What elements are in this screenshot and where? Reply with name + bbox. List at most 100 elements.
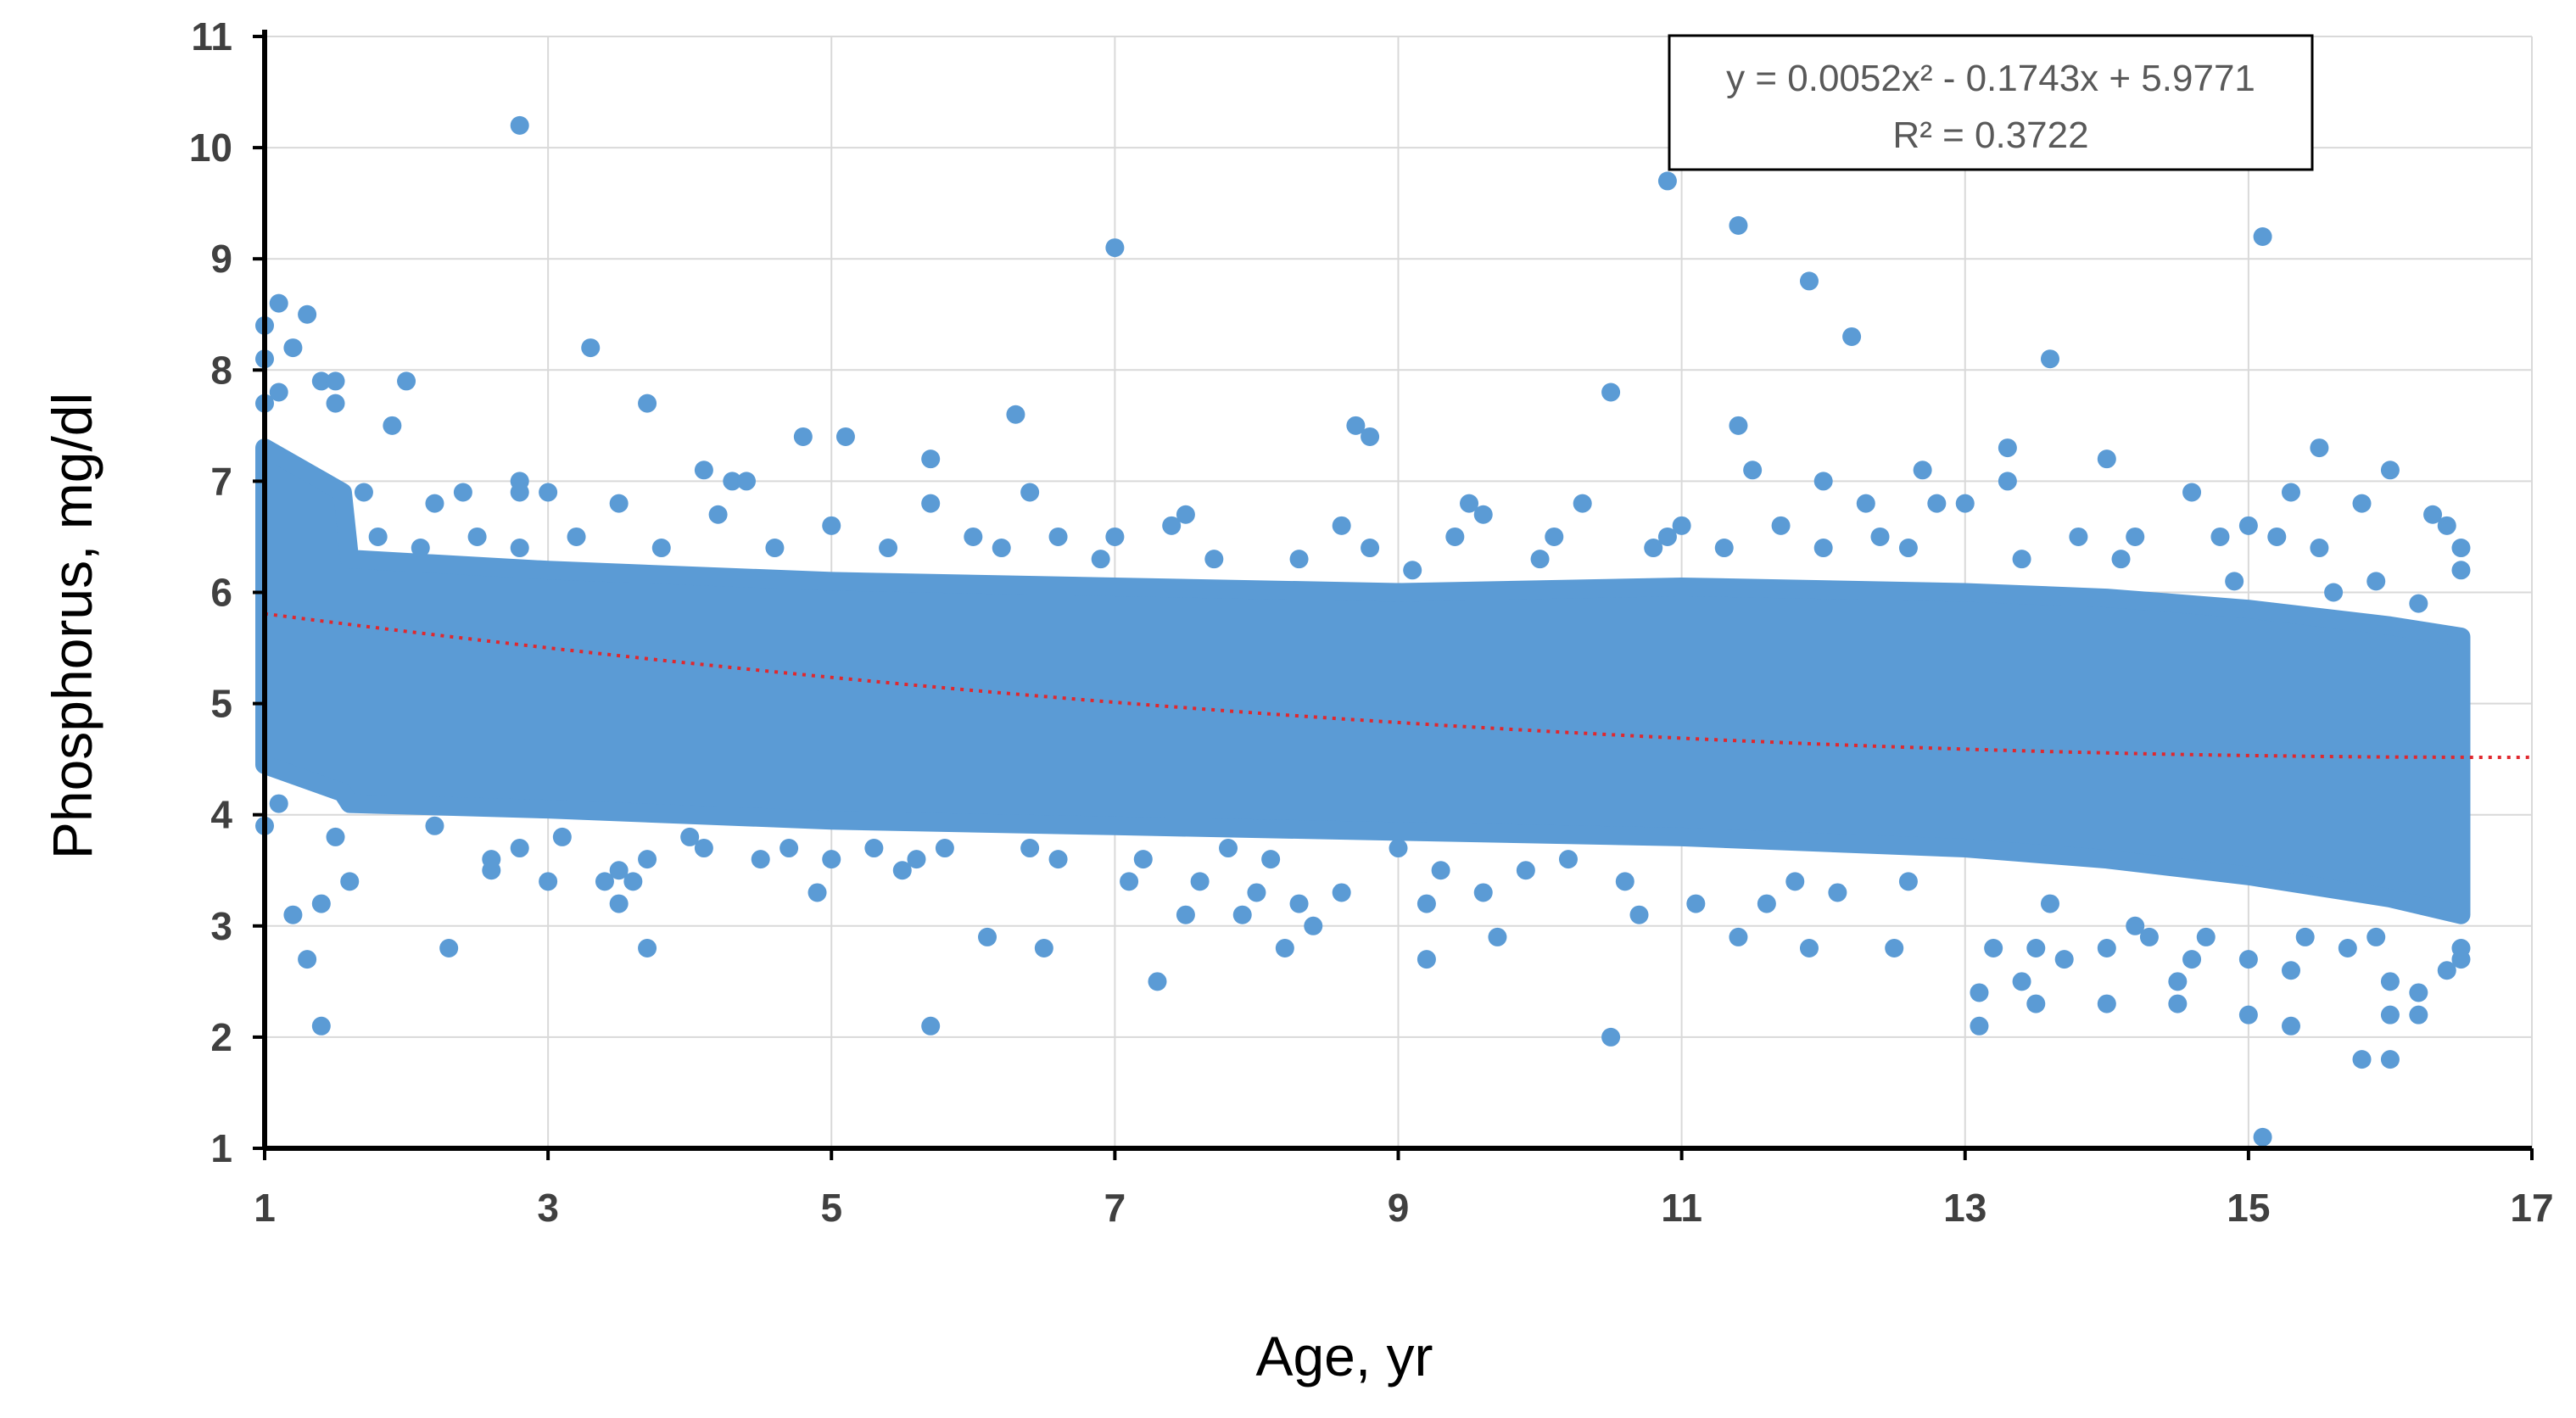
- data-point: [1304, 916, 1323, 935]
- data-point: [864, 839, 884, 858]
- data-point: [1361, 427, 1380, 446]
- data-point: [921, 494, 941, 513]
- data-point: [2409, 594, 2428, 613]
- y-tick-label: 10: [189, 126, 232, 170]
- data-point: [1970, 983, 1989, 1002]
- data-point: [1516, 861, 1535, 880]
- data-point: [2409, 1005, 2428, 1024]
- y-tick-label: 11: [191, 14, 232, 59]
- data-point: [1148, 972, 1167, 991]
- data-point: [2267, 527, 2287, 546]
- data-point: [1275, 939, 1294, 958]
- data-point: [2210, 527, 2230, 546]
- dense-point-cloud: [255, 438, 2471, 924]
- y-tick-label: 1: [210, 1126, 232, 1170]
- data-point: [1261, 850, 1281, 869]
- data-point: [1927, 494, 1947, 513]
- r-squared-value: R² = 0.3722: [1892, 114, 2088, 156]
- data-point: [2253, 1127, 2272, 1147]
- data-point: [2380, 1050, 2400, 1069]
- data-point: [2182, 483, 2202, 502]
- x-tick-label: 5: [820, 1186, 842, 1230]
- data-point: [1289, 550, 1309, 569]
- data-point: [1133, 850, 1153, 869]
- data-point: [425, 816, 444, 835]
- data-point: [397, 371, 416, 391]
- data-point: [879, 539, 898, 558]
- data-point: [1034, 939, 1053, 958]
- data-point: [2324, 583, 2344, 602]
- data-point: [1530, 550, 1550, 569]
- data-point: [1799, 271, 1819, 291]
- data-point: [780, 839, 799, 858]
- data-point: [1615, 872, 1634, 891]
- data-point: [1657, 527, 1677, 546]
- data-point: [1558, 850, 1578, 869]
- data-point: [326, 394, 345, 413]
- data-point: [1913, 461, 1932, 480]
- data-point: [1006, 405, 1025, 424]
- trendline-equation: y = 0.0052x² - 0.1743x + 5.9771: [1726, 58, 2255, 99]
- data-point: [2437, 961, 2456, 980]
- data-point: [595, 872, 614, 891]
- data-point: [2168, 972, 2188, 991]
- data-point: [1162, 516, 1182, 535]
- data-point: [1984, 939, 2003, 958]
- data-point: [2054, 950, 2074, 969]
- data-point: [581, 338, 601, 358]
- trendline: [264, 611, 2533, 759]
- data-point: [2126, 916, 2145, 935]
- data-point: [1473, 505, 1493, 524]
- data-point: [1048, 850, 1068, 869]
- data-point: [283, 338, 303, 358]
- data-point: [482, 850, 501, 869]
- data-point: [765, 539, 785, 558]
- data-point: [510, 115, 529, 135]
- data-point: [2380, 1005, 2400, 1024]
- data-point: [2409, 983, 2428, 1002]
- data-point: [1573, 494, 1592, 513]
- data-point: [2310, 539, 2329, 558]
- data-point: [1120, 872, 1139, 891]
- data-point: [1460, 494, 1479, 513]
- data-point: [1488, 927, 1507, 946]
- data-point: [1473, 883, 1493, 902]
- data-point: [1289, 894, 1309, 913]
- y-tick-label: 4: [210, 793, 232, 837]
- data-point: [822, 516, 841, 535]
- data-point: [1870, 527, 1890, 546]
- data-point: [1417, 950, 1436, 969]
- data-point: [2040, 894, 2059, 913]
- data-point: [609, 894, 629, 913]
- data-point: [1020, 839, 1040, 858]
- data-point: [1771, 516, 1791, 535]
- data-point: [1361, 539, 1380, 558]
- data-point: [510, 483, 529, 502]
- data-point: [694, 461, 713, 480]
- data-point: [425, 494, 444, 513]
- y-axis-title: Phosphorus, mg/dl: [41, 393, 103, 859]
- y-tick-label: 5: [210, 682, 232, 726]
- x-tick-label: 3: [537, 1186, 559, 1230]
- data-point: [935, 839, 954, 858]
- x-tick-label: 7: [1104, 1186, 1126, 1230]
- trendline-equation-box: y = 0.0052x² - 0.1743x + 5.9771 R² = 0.3…: [1668, 34, 2314, 171]
- data-point: [298, 304, 317, 324]
- data-point: [2423, 505, 2443, 524]
- data-point: [1757, 894, 1776, 913]
- data-point: [1729, 416, 1748, 435]
- data-point: [638, 394, 657, 413]
- data-point: [638, 939, 657, 958]
- data-point: [793, 427, 813, 446]
- data-point: [623, 872, 643, 891]
- data-point: [921, 1016, 941, 1036]
- data-point: [311, 894, 331, 913]
- data-point: [2225, 572, 2244, 591]
- data-point: [2451, 939, 2471, 958]
- data-point: [1332, 516, 1351, 535]
- data-point: [1048, 527, 1068, 546]
- data-point: [1885, 939, 1904, 958]
- data-point: [2168, 994, 2188, 1013]
- data-point: [1813, 539, 1833, 558]
